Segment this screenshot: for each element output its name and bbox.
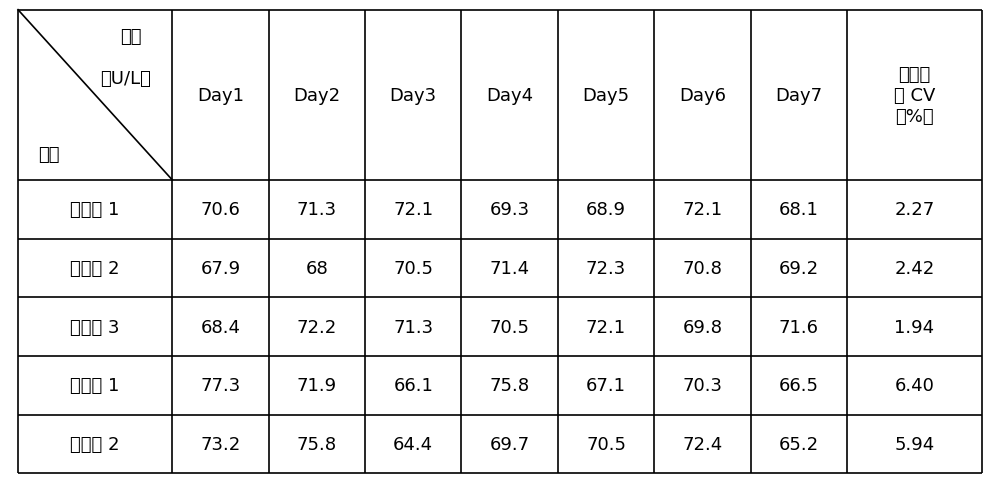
Text: 67.1: 67.1 [586, 377, 626, 394]
Text: 71.6: 71.6 [779, 318, 819, 336]
Text: 实施例 3: 实施例 3 [70, 318, 120, 336]
Text: Day1: Day1 [197, 87, 244, 105]
Text: 70.5: 70.5 [490, 318, 530, 336]
Text: 66.1: 66.1 [393, 377, 433, 394]
Text: Day2: Day2 [293, 87, 340, 105]
Text: 72.1: 72.1 [586, 318, 626, 336]
Text: 64.4: 64.4 [393, 435, 433, 453]
Text: 分组: 分组 [38, 146, 60, 164]
Text: 72.1: 72.1 [682, 201, 723, 219]
Text: 72.2: 72.2 [297, 318, 337, 336]
Text: 65.2: 65.2 [779, 435, 819, 453]
Text: 71.3: 71.3 [393, 318, 433, 336]
Text: 70.5: 70.5 [586, 435, 626, 453]
Text: 对照例 2: 对照例 2 [70, 435, 120, 453]
Text: 70.8: 70.8 [683, 259, 722, 277]
Text: Day7: Day7 [775, 87, 822, 105]
Text: 77.3: 77.3 [200, 377, 241, 394]
Text: 5.94: 5.94 [894, 435, 935, 453]
Text: 对照例 1: 对照例 1 [70, 377, 120, 394]
Text: 73.2: 73.2 [200, 435, 241, 453]
Text: 68.1: 68.1 [779, 201, 819, 219]
Text: 6.40: 6.40 [895, 377, 934, 394]
Text: 69.2: 69.2 [779, 259, 819, 277]
Text: 活性: 活性 [120, 28, 141, 45]
Text: 变异系
数 CV
（%）: 变异系 数 CV （%） [894, 66, 935, 125]
Text: 70.5: 70.5 [393, 259, 433, 277]
Text: 68.4: 68.4 [200, 318, 240, 336]
Text: 66.5: 66.5 [779, 377, 819, 394]
Text: 67.9: 67.9 [200, 259, 241, 277]
Text: 72.4: 72.4 [682, 435, 723, 453]
Text: 71.3: 71.3 [297, 201, 337, 219]
Text: 75.8: 75.8 [297, 435, 337, 453]
Text: 75.8: 75.8 [490, 377, 530, 394]
Text: Day4: Day4 [486, 87, 533, 105]
Text: 68: 68 [305, 259, 328, 277]
Text: Day5: Day5 [582, 87, 630, 105]
Text: 72.1: 72.1 [393, 201, 433, 219]
Text: 2.27: 2.27 [894, 201, 935, 219]
Text: 70.6: 70.6 [201, 201, 240, 219]
Text: 69.8: 69.8 [682, 318, 722, 336]
Text: 69.3: 69.3 [490, 201, 530, 219]
Text: 2.42: 2.42 [894, 259, 935, 277]
Text: 70.3: 70.3 [682, 377, 722, 394]
Text: （U/L）: （U/L） [101, 70, 151, 88]
Text: 1.94: 1.94 [894, 318, 935, 336]
Text: 实施例 2: 实施例 2 [70, 259, 120, 277]
Text: 71.4: 71.4 [490, 259, 530, 277]
Text: 71.9: 71.9 [297, 377, 337, 394]
Text: Day3: Day3 [390, 87, 437, 105]
Text: 68.9: 68.9 [586, 201, 626, 219]
Text: Day6: Day6 [679, 87, 726, 105]
Text: 69.7: 69.7 [490, 435, 530, 453]
Text: 72.3: 72.3 [586, 259, 626, 277]
Text: 实施例 1: 实施例 1 [70, 201, 120, 219]
